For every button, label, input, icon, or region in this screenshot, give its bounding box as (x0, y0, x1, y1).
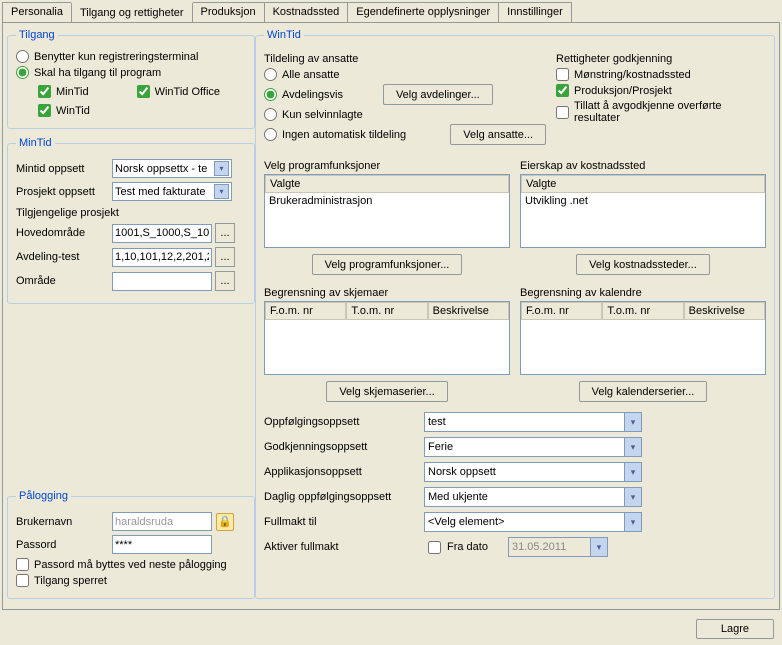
radio-label: Benytter kun registreringsterminal (34, 51, 198, 63)
select-oppfolgingsoppsett[interactable]: test▾ (424, 412, 642, 432)
check-wintid-office[interactable] (137, 85, 150, 98)
radio-kun-selvinnlagte[interactable] (264, 108, 277, 121)
check-mintid[interactable] (38, 85, 51, 98)
velg-kalenderserier-button[interactable]: Velg kalenderserier... (579, 381, 708, 402)
input-avdeling-test[interactable] (112, 248, 212, 267)
chevron-down-icon: ▾ (214, 161, 229, 176)
select-prosjekt-oppsett[interactable]: Test med fakturate▾ (112, 182, 232, 201)
tab-kostnadssted[interactable]: Kostnadssted (264, 2, 349, 22)
select-godkjenningsoppsett[interactable]: Ferie▾ (424, 437, 642, 457)
input-hovedomrade[interactable] (112, 224, 212, 243)
palogging-legend: Pålogging (16, 490, 71, 502)
tab-produksjon[interactable]: Produksjon (192, 2, 265, 22)
chevron-down-icon: ▾ (624, 438, 641, 456)
input-omrade[interactable] (112, 272, 212, 291)
check-tilgang-sperret[interactable] (16, 574, 29, 587)
chevron-down-icon: ▾ (214, 184, 229, 199)
tab-egendefinerte[interactable]: Egendefinerte opplysninger (347, 2, 499, 22)
chevron-down-icon: ▾ (624, 413, 641, 431)
check-wintid[interactable] (38, 104, 51, 117)
input-brukernavn[interactable] (112, 512, 212, 531)
tab-bar: Personalia Tilgang og rettigheter Produk… (0, 0, 782, 22)
wintid-group: WinTid Tildeling av ansatte Alle ansatte… (255, 29, 775, 599)
radio-label: Skal ha tilgang til program (34, 67, 161, 79)
lock-icon[interactable]: 🔒 (216, 513, 234, 531)
tilgang-group: Tilgang Benytter kun registreringstermin… (7, 29, 255, 129)
kalendre-table: F.o.m. nr T.o.m. nr Beskrivelse (520, 301, 766, 375)
select-daglig-oppfolgingsoppsett[interactable]: Med ukjente▾ (424, 487, 642, 507)
browse-button[interactable]: ... (215, 223, 235, 243)
mintid-group: MinTid Mintid oppsett Norsk oppsettx - t… (7, 137, 255, 304)
input-fra-dato: 31.05.2011▾ (508, 537, 608, 557)
select-applikasjonsoppsett[interactable]: Norsk oppsett▾ (424, 462, 642, 482)
radio-tilgang-program[interactable] (16, 66, 29, 79)
check-passord-byttes[interactable] (16, 558, 29, 571)
check-produksjon[interactable] (556, 84, 569, 97)
wintid-legend: WinTid (264, 29, 304, 41)
radio-avdelingsvis[interactable] (264, 88, 277, 101)
save-button[interactable]: Lagre (696, 619, 774, 639)
kostnadssted-table: Valgte Utvikling .net (520, 174, 766, 248)
skjemaer-table: F.o.m. nr T.o.m. nr Beskrivelse (264, 301, 510, 375)
input-passord[interactable] (112, 535, 212, 554)
programfunksjoner-table: Valgte Brukeradministrasjon (264, 174, 510, 248)
velg-avdelinger-button[interactable]: Velg avdelinger... (383, 84, 493, 105)
palogging-group: Pålogging Brukernavn 🔒 Passord Passord m… (7, 490, 255, 599)
velg-kostnadssteder-button[interactable]: Velg kostnadssteder... (576, 254, 710, 275)
chevron-down-icon: ▾ (624, 463, 641, 481)
velg-programfunksjoner-button[interactable]: Velg programfunksjoner... (312, 254, 463, 275)
browse-button[interactable]: ... (215, 271, 235, 291)
tab-innstillinger[interactable]: Innstillinger (498, 2, 572, 22)
tilgang-legend: Tilgang (16, 29, 58, 41)
mintid-legend: MinTid (16, 137, 55, 149)
radio-registreringsterminal[interactable] (16, 50, 29, 63)
check-tillatt-avgodkjenne[interactable] (556, 106, 569, 119)
browse-button[interactable]: ... (215, 247, 235, 267)
tab-tilgang[interactable]: Tilgang og rettigheter (71, 2, 193, 22)
check-monstring[interactable] (556, 68, 569, 81)
check-fra-dato[interactable] (428, 541, 441, 554)
chevron-down-icon: ▾ (624, 513, 641, 531)
select-fullmakt-til[interactable]: <Velg element>▾ (424, 512, 642, 532)
select-mintid-oppsett[interactable]: Norsk oppsettx - te▾ (112, 159, 232, 178)
velg-skjemaserier-button[interactable]: Velg skjemaserier... (326, 381, 447, 402)
tab-personalia[interactable]: Personalia (2, 2, 72, 22)
velg-ansatte-button[interactable]: Velg ansatte... (450, 124, 546, 145)
chevron-down-icon: ▾ (590, 538, 607, 556)
radio-alle-ansatte[interactable] (264, 68, 277, 81)
chevron-down-icon: ▾ (624, 488, 641, 506)
radio-ingen-automatisk[interactable] (264, 128, 277, 141)
